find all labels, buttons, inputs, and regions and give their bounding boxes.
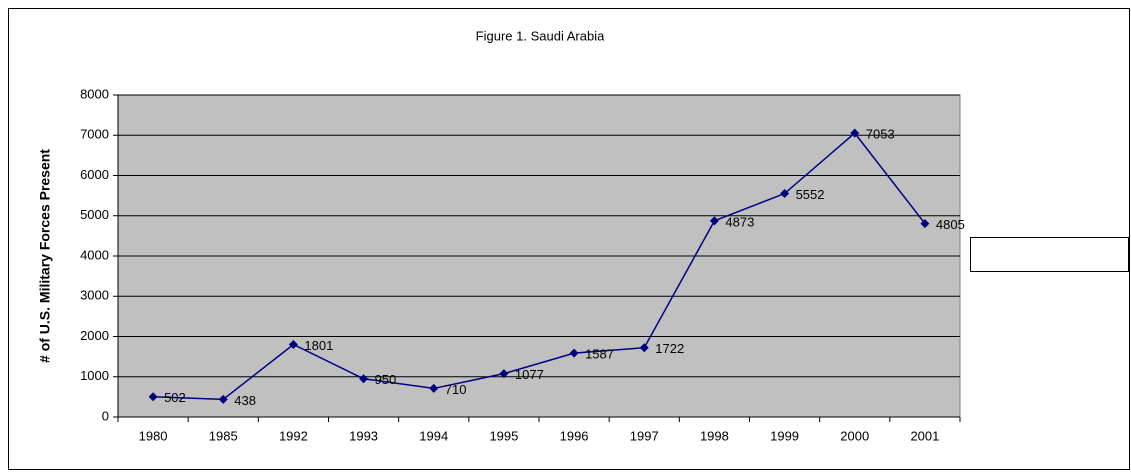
y-axis-label: # of U.S. Military Forces Present: [37, 149, 53, 363]
data-label: 1722: [655, 341, 684, 356]
legend-box: [970, 237, 1129, 272]
y-tick-label: 5000: [80, 207, 109, 222]
data-point: [218, 394, 228, 404]
series-line: [153, 132, 926, 401]
x-tick-label: 1994: [419, 428, 448, 443]
y-tick-label: 1000: [80, 368, 109, 383]
data-point: [569, 348, 579, 358]
data-point: [709, 216, 719, 226]
data-label: 4873: [725, 214, 754, 229]
data-label: 4805: [936, 217, 965, 232]
data-point: [359, 374, 369, 384]
data-point: [850, 128, 860, 138]
plot: 0 1000 2000 3000 4000 5000 6000 7000 8000 1980 198…: [80, 86, 1096, 443]
x-tick-label: 1993: [349, 428, 378, 443]
data-label: 1077: [515, 367, 544, 382]
data-point: [429, 383, 439, 393]
x-tick-label: 1985: [209, 428, 238, 443]
data-label: 502: [164, 390, 186, 405]
x-tick-label: 2000: [840, 428, 869, 443]
x-tick-label: 2001: [910, 428, 939, 443]
data-label: 438: [234, 393, 256, 408]
y-tick-label: 3000: [80, 288, 109, 303]
data-point: [499, 369, 509, 379]
data-label: 7053: [866, 127, 895, 142]
y-tick-label: 0: [102, 408, 109, 423]
data-point: [288, 340, 298, 350]
data-label: 1587: [585, 347, 614, 362]
data-label: 950: [375, 372, 397, 387]
data-point: [639, 343, 649, 353]
x-tick-label: 1992: [279, 428, 308, 443]
x-tick-label: 1996: [560, 428, 589, 443]
y-tick-label: 6000: [80, 167, 109, 182]
y-tick-label: 8000: [80, 86, 109, 101]
data-point: [920, 219, 930, 229]
x-tick-label: 1998: [700, 428, 729, 443]
x-tick-label: 1997: [630, 428, 659, 443]
x-tick-label: 1995: [489, 428, 518, 443]
y-tick-label: 2000: [80, 328, 109, 343]
data-point: [148, 392, 158, 402]
data-label: 1801: [304, 338, 333, 353]
x-tick-label: 1980: [139, 428, 168, 443]
data-label: 5552: [796, 187, 825, 202]
x-tick-label: 1999: [770, 428, 799, 443]
y-tick-label: 7000: [80, 127, 109, 142]
chart-title: Figure 1. Saudi Arabia: [476, 28, 605, 43]
data-point: [780, 189, 790, 199]
y-tick-label: 4000: [80, 247, 109, 262]
data-label: 710: [445, 382, 467, 397]
